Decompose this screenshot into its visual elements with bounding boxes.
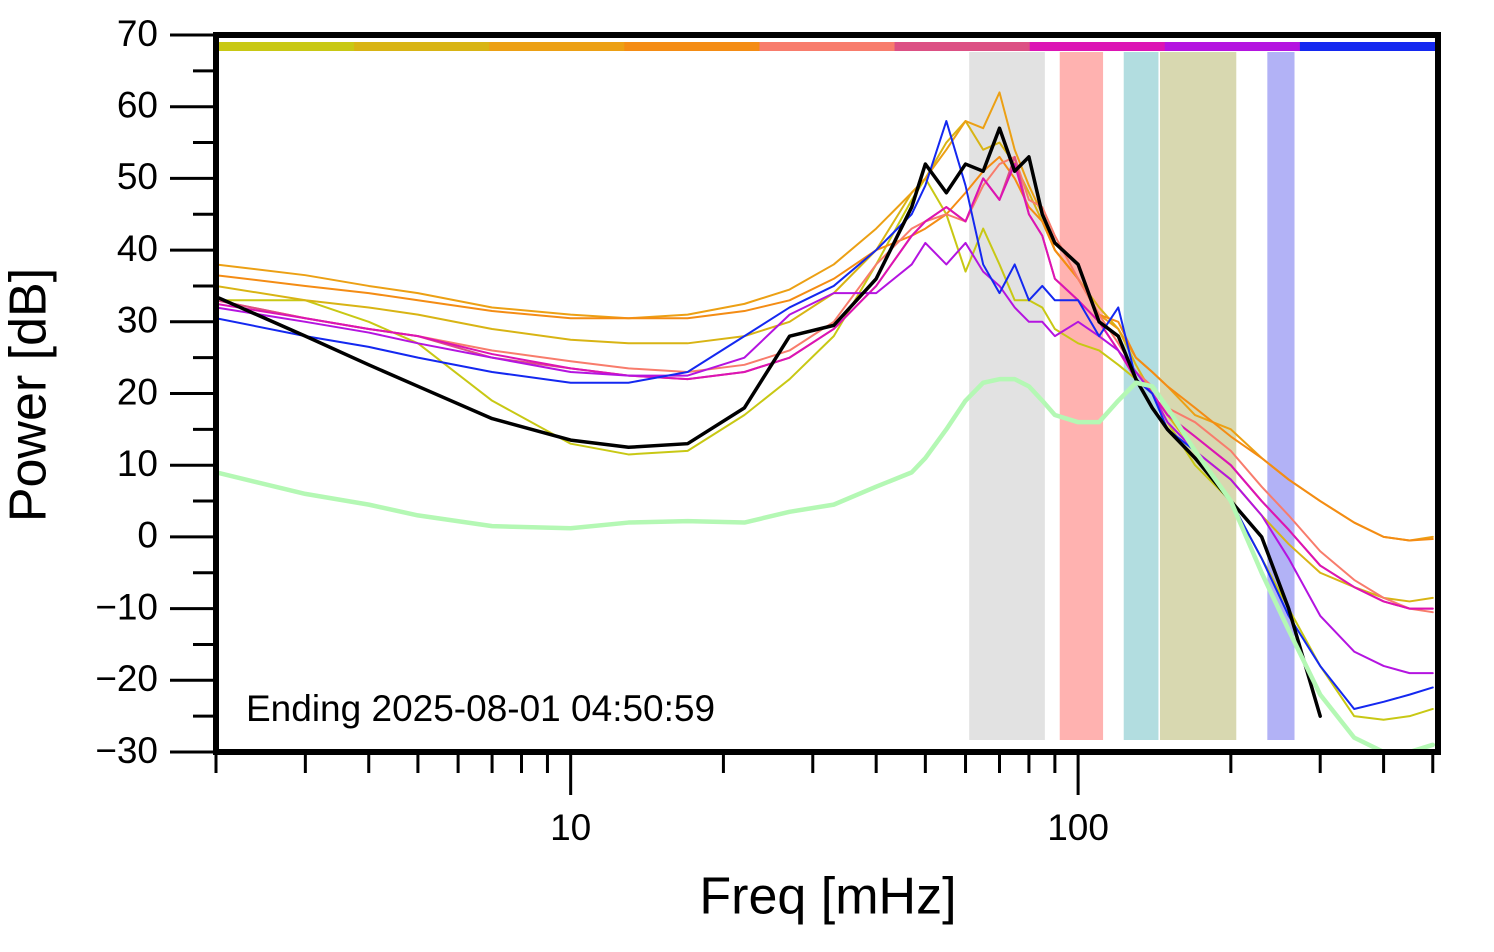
series-line (216, 120, 1434, 710)
series-line (216, 126, 1322, 718)
y-axis-title: Power [dB] (0, 268, 58, 522)
x-tick-label: 10 (550, 807, 591, 848)
color-bar-segment (354, 42, 490, 51)
y-tick-label: 40 (117, 228, 158, 269)
y-tick-label: 50 (117, 156, 158, 197)
series-line (216, 120, 1434, 603)
series-line (216, 376, 1436, 752)
color-bar-segment (1164, 42, 1301, 51)
y-tick-label: 0 (137, 515, 158, 556)
x-axis-title: Freq [mHz] (699, 868, 956, 926)
axes: −30 −20 −10 0 10 20 30 40 50 60 70 10 100 (95, 13, 1435, 848)
y-tick-label: −30 (95, 730, 158, 771)
band (1267, 52, 1295, 740)
bands (969, 52, 1295, 740)
color-bar-segment (1299, 42, 1436, 51)
color-bar-segment (894, 42, 1031, 51)
annotation: Ending 2025-08-01 04:50:59 (246, 688, 715, 729)
y-tick-label: 70 (117, 13, 158, 54)
color-bar-segment (219, 42, 355, 51)
series-line (216, 241, 1434, 675)
y-tick-label: −20 (95, 658, 158, 699)
y-tick-label: −10 (95, 586, 158, 627)
series-group (216, 91, 1436, 752)
color-bar (219, 42, 1436, 51)
color-bar-segment (759, 42, 896, 51)
series-line (216, 155, 1434, 542)
y-tick-label: 60 (117, 84, 158, 125)
color-bar-segment (1029, 42, 1166, 51)
band (1159, 52, 1237, 740)
color-bar-segment (624, 42, 760, 51)
band (1059, 52, 1104, 740)
y-tick-label: 30 (117, 300, 158, 341)
band (969, 52, 1045, 740)
y-tick-label: 20 (117, 371, 158, 412)
plot-frame (213, 32, 1441, 755)
x-tick-label: 100 (1047, 807, 1109, 848)
color-bar-segment (489, 42, 625, 51)
y-tick-label: 10 (117, 443, 158, 484)
